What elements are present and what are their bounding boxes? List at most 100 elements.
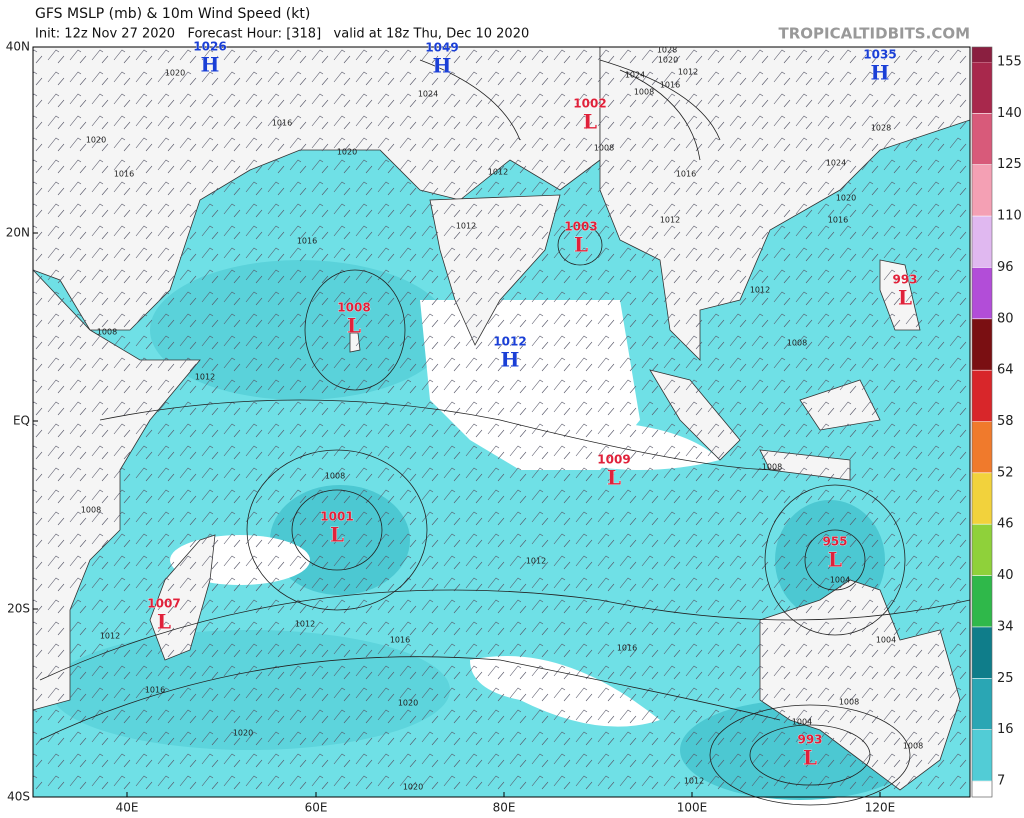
isobar-label: 1020 <box>86 136 106 145</box>
isobar-label: 1008 <box>81 506 101 515</box>
isobar-label: 1020 <box>398 699 418 708</box>
isobar-label: 1012 <box>100 632 120 641</box>
color-bar-segment <box>972 575 992 627</box>
color-bar-segment <box>972 729 992 781</box>
latitude-label: 40N <box>6 40 30 54</box>
isobar-label: 1020 <box>836 194 856 203</box>
color-bar-label: 7 <box>997 774 1005 789</box>
color-bar-label: 80 <box>997 311 1014 326</box>
isobar-label: 1012 <box>195 373 215 382</box>
isobar-label: 1012 <box>456 222 476 231</box>
pressure-value: 1003 <box>564 220 597 234</box>
longitude-label: 40E <box>116 801 139 815</box>
isobar-label: 1008 <box>903 742 923 751</box>
isobar-label: 1012 <box>660 216 680 225</box>
latitude-label: 40S <box>7 790 30 804</box>
pressure-symbol: L <box>157 610 171 634</box>
pressure-value: 1026 <box>193 40 226 54</box>
pressure-value: 993 <box>797 733 822 747</box>
isobar-label: 1012 <box>678 68 698 77</box>
isobar-label: 1028 <box>871 124 891 133</box>
isobar-label: 1016 <box>660 81 680 90</box>
isobar-label: 1024 <box>625 71 645 80</box>
map-frame <box>32 46 971 798</box>
color-bar-base <box>971 780 993 798</box>
color-bar-segment <box>972 370 992 422</box>
latitude-label: 20N <box>6 226 30 240</box>
pressure-symbol: L <box>330 523 344 547</box>
pressure-symbol: L <box>828 548 842 572</box>
latitude-label: 20S <box>7 602 30 616</box>
color-bar-label: 16 <box>997 722 1014 737</box>
color-bar-segment <box>972 472 992 525</box>
wind-barbs <box>33 47 970 797</box>
color-bar-label: 46 <box>997 517 1014 532</box>
color-bar-label: 40 <box>997 568 1014 583</box>
isobar-label: 1008 <box>325 472 345 481</box>
isobar-label: 1008 <box>594 144 614 153</box>
isobar-label: 1020 <box>165 69 185 78</box>
pressure-symbol: L <box>583 110 597 134</box>
color-bar-label: 140 <box>997 106 1022 121</box>
pressure-value: 993 <box>892 273 917 287</box>
site-name: TROPICALTIDBITS.COM <box>779 25 971 43</box>
color-bar-label: 110 <box>997 209 1022 224</box>
color-bar-frame <box>971 46 993 798</box>
color-bar-segment <box>972 164 992 217</box>
pressure-symbol: L <box>607 466 621 490</box>
pressure-value: 955 <box>822 535 847 549</box>
isobars <box>39 59 971 806</box>
color-bar-label: 96 <box>997 260 1014 275</box>
isobar-label: 1020 <box>337 148 357 157</box>
pressure-value: 1049 <box>425 41 458 55</box>
title: GFS MSLP (mb) & 10m Wind Speed (kt) <box>35 6 310 22</box>
isobar-label: 1016 <box>617 644 637 653</box>
longitude-label: 100E <box>677 801 708 815</box>
pressure-value: 1002 <box>573 97 606 111</box>
color-bar-segment <box>972 62 992 114</box>
isobar-label: 1016 <box>828 216 848 225</box>
isobar-label: 1012 <box>750 286 770 295</box>
color-bar-label: 52 <box>997 465 1014 480</box>
isobar-label: 1012 <box>488 168 508 177</box>
longitude-label: 60E <box>305 801 328 815</box>
pressure-value: 1009 <box>597 453 630 467</box>
latitude-label: EQ <box>13 414 30 428</box>
isobar-label: 1004 <box>876 636 896 645</box>
color-bar-label: 34 <box>997 619 1014 634</box>
color-bar-segment <box>972 524 992 576</box>
isobar-label: 1012 <box>526 557 546 566</box>
pressure-symbol: H <box>871 61 890 85</box>
isobar-label: 1020 <box>658 56 678 65</box>
isobar-label: 1008 <box>762 463 782 472</box>
color-bar-label: 25 <box>997 671 1014 686</box>
color-bar-label: 58 <box>997 414 1014 429</box>
isobar-label: 1020 <box>403 783 423 792</box>
color-bar-label: 64 <box>997 363 1014 378</box>
color-bar-segment <box>972 678 992 730</box>
isobar-label: 1016 <box>145 686 165 695</box>
isobar-label: 1024 <box>826 159 846 168</box>
isobar-label: 1020 <box>233 729 253 738</box>
isobar-label: 1016 <box>676 170 696 179</box>
isobar-label: 1016 <box>297 237 317 246</box>
pressure-value: 1012 <box>493 335 526 349</box>
isobar-label: 1004 <box>792 718 812 727</box>
isobar-label: 1016 <box>390 636 410 645</box>
pressure-symbol: L <box>898 286 912 310</box>
pressure-value: 1035 <box>863 48 896 62</box>
isobar-label: 1008 <box>634 88 654 97</box>
subtitle: Init: 12z Nov 27 2020 Forecast Hour: [31… <box>35 27 529 42</box>
longitude-label: 120E <box>865 801 896 815</box>
color-bar-segment <box>972 421 992 473</box>
pressure-symbol: H <box>201 53 220 77</box>
pressure-value: 1007 <box>147 597 180 611</box>
pressure-symbol: H <box>501 348 520 372</box>
pressure-value: 1001 <box>320 510 353 524</box>
isobar-label: 1028 <box>657 46 677 55</box>
color-bar-segment <box>972 113 992 165</box>
isobar-label: 1008 <box>787 339 807 348</box>
longitude-label: 80E <box>493 801 516 815</box>
isobar-label: 1004 <box>830 576 850 585</box>
